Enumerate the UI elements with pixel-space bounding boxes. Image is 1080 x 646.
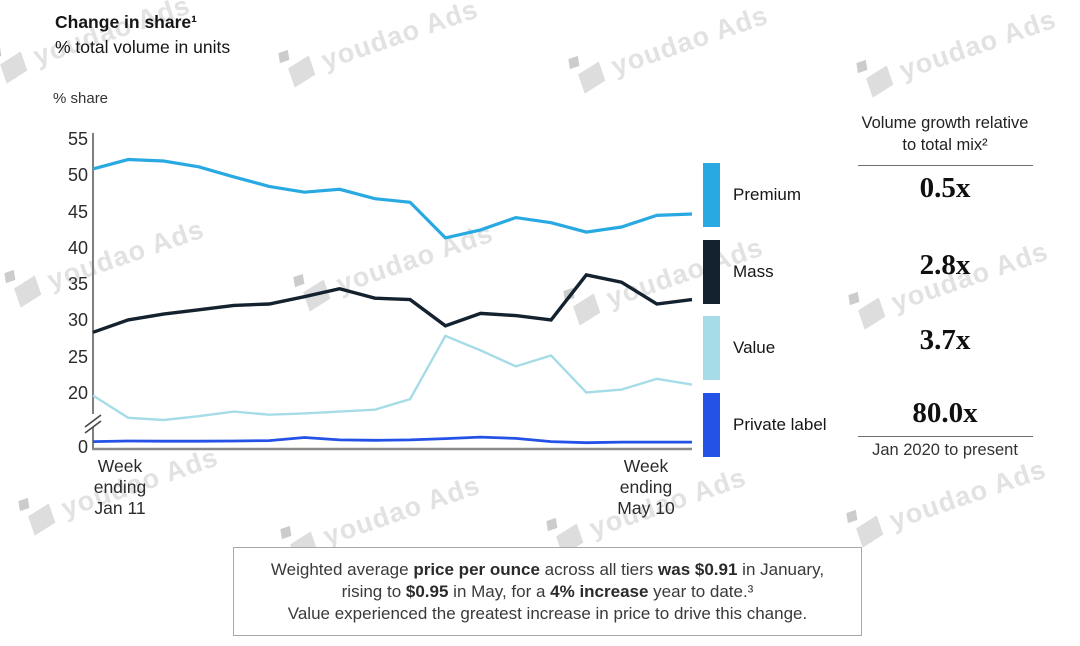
x-tick-label-line: Week — [623, 456, 669, 476]
legend-swatch-value — [703, 316, 720, 380]
growth-value: 80.0x — [912, 397, 978, 429]
series-line-private-label — [92, 435, 692, 445]
footnote-segment: across all tiers — [539, 559, 659, 579]
series-line-premium — [92, 157, 693, 240]
footnote-segment: in January, — [737, 559, 825, 579]
x-tick-label-line: Week — [97, 456, 143, 476]
y-tick-label: 35 — [67, 274, 88, 295]
series-line-value — [92, 334, 693, 422]
footnote-segment: in May, for a — [448, 581, 551, 601]
legend-label: Value — [733, 338, 776, 357]
footnote-segment: Value experienced the greatest increase … — [287, 603, 808, 623]
chart-subtitle: % total volume in units — [55, 37, 231, 57]
footnote-line: Weighted average price per ounce across … — [234, 559, 861, 581]
series-line-mass — [92, 273, 693, 334]
axis-break-icon — [84, 414, 102, 428]
chart-title: Change in share¹ — [55, 12, 197, 32]
footnote-line: rising to $0.95 in May, for a 4% increas… — [234, 581, 861, 603]
legend-swatch-premium — [703, 163, 720, 227]
x-tick-label-line: ending — [93, 477, 147, 497]
footnote-segment: price per ounce — [413, 559, 540, 579]
x-axis-label-start: Week ending Jan 11 — [55, 456, 185, 519]
y-tick-label: 25 — [67, 346, 88, 367]
footnote-segment: rising to — [341, 581, 406, 601]
growth-header: Volume growth relative to total mix² — [861, 114, 1029, 154]
y-tick-label: 0 — [77, 437, 88, 457]
growth-value: 3.7x — [919, 324, 971, 356]
axis-break-icon — [84, 420, 102, 434]
growth-caption: Jan 2020 to present — [872, 441, 1018, 459]
y-tick-label: 50 — [67, 165, 88, 186]
footnote-box: Weighted average price per ounce across … — [233, 547, 862, 636]
y-tick-label: 40 — [67, 237, 88, 258]
footnote-segment: year to date.³ — [648, 581, 754, 601]
footnote-segment: Weighted average — [270, 559, 414, 579]
y-tick-label: 30 — [67, 310, 88, 331]
footnote-segment: $0.95 — [405, 581, 449, 601]
y-tick-label: 55 — [67, 128, 88, 149]
y-tick-label: 20 — [67, 383, 88, 403]
legend-label: Private label — [733, 415, 827, 434]
legend-label: Mass — [733, 262, 774, 281]
legend-swatch-mass — [703, 240, 720, 304]
footnote-line: Value experienced the greatest increase … — [234, 603, 861, 625]
y-tick-label: 45 — [67, 201, 88, 222]
x-axis-label-end: Week ending May 10 — [581, 456, 711, 519]
legend-swatch-private-label — [703, 393, 720, 457]
y-axis-label: % share — [53, 90, 109, 107]
footnote-segment: was $0.91 — [658, 559, 738, 579]
x-tick-label-line: Jan 11 — [94, 498, 146, 518]
x-tick-label-line: ending — [619, 477, 673, 497]
x-tick-label-line: May 10 — [617, 498, 675, 518]
growth-caption-rule — [858, 436, 1033, 437]
growth-value: 2.8x — [919, 249, 971, 281]
growth-header-rule — [858, 165, 1033, 166]
legend-label: Premium — [733, 185, 802, 204]
footnote-segment: 4% increase — [550, 581, 649, 601]
growth-value: 0.5x — [919, 172, 971, 204]
